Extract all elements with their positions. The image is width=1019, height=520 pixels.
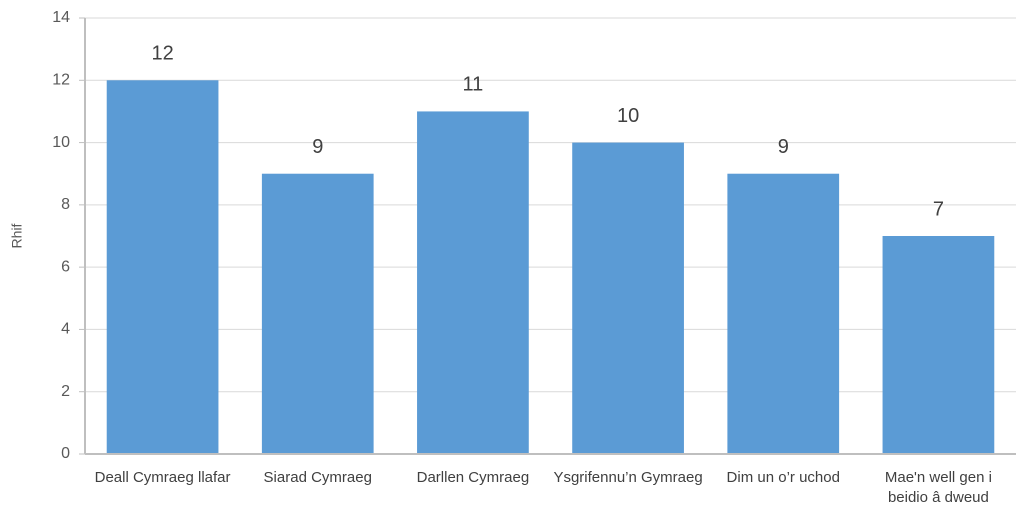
y-tick-label: 0 [61,445,70,462]
y-tick-label: 4 [61,321,70,338]
data-label: 10 [617,105,639,127]
data-label: 11 [463,74,484,96]
y-tick-label: 8 [61,196,70,213]
data-label: 9 [778,136,789,158]
x-tick-label: Deall Cymraeg llafar [94,469,231,486]
x-tick-label: Mae'n well gen i beidio â dweud [884,469,992,506]
y-tick-label: 10 [52,134,70,151]
y-tick-label: 6 [61,258,70,275]
bar [106,80,219,455]
bar [882,236,995,454]
y-axis-label: Rhif [9,223,25,248]
data-label: 9 [312,136,323,158]
y-tick-label: 2 [61,383,70,400]
y-tick-label: 14 [52,9,70,26]
data-label: 12 [151,43,173,65]
data-label: 7 [933,198,944,220]
x-tick-label: Dim un o’r uchod [726,469,840,486]
bar [417,111,529,454]
x-tick-label: Siarad Cymraeg [263,469,372,486]
x-tick-label: Darllen Cymraeg [416,469,530,486]
bar [727,173,840,454]
bar [261,173,374,454]
x-tick-label: Ysgrifennu’n Gymraeg [553,469,703,486]
y-tick-label: 12 [52,72,70,89]
bar [572,142,684,455]
